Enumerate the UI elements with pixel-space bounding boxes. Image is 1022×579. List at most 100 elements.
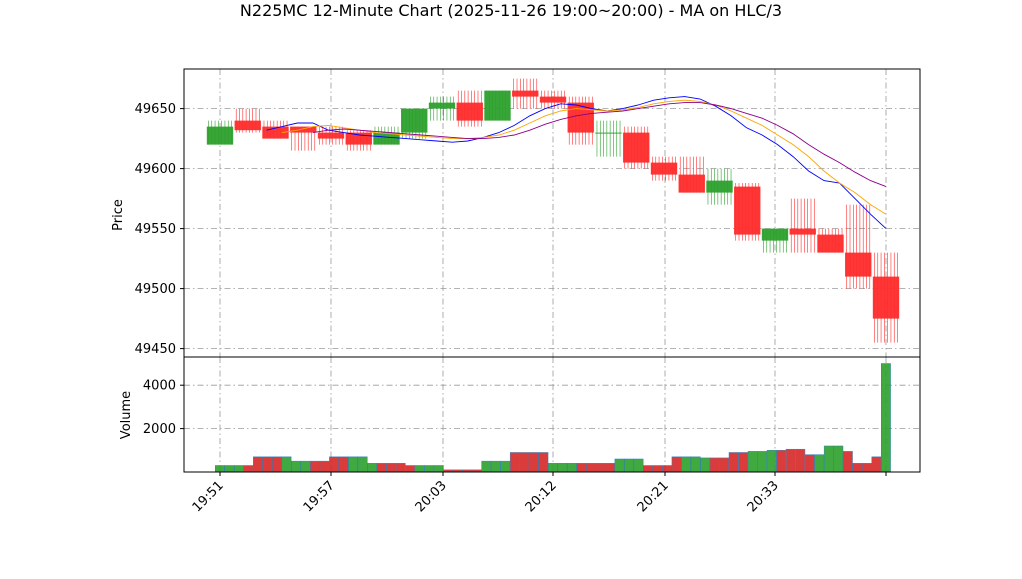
volume-bar bbox=[842, 451, 853, 473]
volume-bar bbox=[776, 450, 787, 473]
volume-bar bbox=[823, 445, 834, 473]
volume-bar bbox=[690, 456, 701, 473]
price-tick-label: 49550 bbox=[135, 222, 176, 237]
candle-body bbox=[317, 132, 345, 139]
x-tick-label: 20:03 bbox=[413, 478, 450, 515]
volume-bar bbox=[329, 456, 339, 473]
volume-bar bbox=[509, 452, 520, 473]
moving-average-line-3 bbox=[312, 102, 887, 188]
candle-body bbox=[872, 276, 900, 319]
volume-bar bbox=[861, 463, 872, 473]
volume-bar bbox=[709, 457, 720, 473]
volume-bar bbox=[424, 465, 435, 473]
moving-average-line-2 bbox=[281, 99, 887, 215]
volume-bar bbox=[728, 452, 739, 473]
volume-bar bbox=[652, 465, 663, 473]
volume-bar bbox=[880, 363, 891, 473]
volume-bar bbox=[567, 463, 577, 473]
volume-bar bbox=[557, 463, 568, 473]
x-axis-ticks: 19:51 19:57 20:03 20:12 20:21 20:33 bbox=[190, 472, 887, 515]
price-tick-label: 49450 bbox=[135, 342, 176, 357]
volume-bar bbox=[671, 456, 682, 473]
volume-tick-label: 4000 bbox=[143, 379, 176, 394]
volume-bar bbox=[833, 445, 844, 473]
volume-bar bbox=[291, 460, 301, 473]
candle-body bbox=[623, 132, 650, 163]
volume-bar bbox=[253, 456, 263, 473]
volume-bar bbox=[681, 456, 692, 473]
price-ma-lines bbox=[266, 96, 887, 229]
volume-bar bbox=[224, 465, 235, 473]
candle-body bbox=[373, 132, 400, 145]
volume-bar bbox=[633, 458, 644, 473]
volume-bar bbox=[795, 448, 806, 473]
volume-bar bbox=[414, 465, 425, 473]
volume-bar bbox=[785, 448, 796, 473]
volume-bar bbox=[538, 452, 549, 473]
volume-bar bbox=[586, 463, 596, 473]
volume-bar bbox=[576, 463, 587, 473]
volume-bar bbox=[519, 452, 530, 473]
price-tick-label: 49600 bbox=[135, 162, 176, 177]
candle-body bbox=[817, 234, 844, 253]
volume-bar bbox=[614, 458, 625, 473]
volume-tick-label: 2000 bbox=[143, 422, 176, 437]
candle-body bbox=[290, 126, 317, 133]
chart-title: N225MC 12-Minute Chart (2025-11-26 19:00… bbox=[240, 1, 782, 20]
x-tick-label: 19:57 bbox=[301, 478, 338, 515]
candle-body bbox=[678, 174, 705, 193]
candle-body bbox=[539, 96, 567, 103]
x-tick-label: 20:21 bbox=[635, 478, 672, 515]
volume-bar bbox=[272, 456, 282, 473]
candle-body bbox=[484, 90, 511, 121]
candle-body bbox=[845, 252, 872, 277]
volume-bar bbox=[662, 465, 672, 473]
volume-bar bbox=[643, 465, 653, 473]
volume-bar bbox=[595, 463, 606, 473]
volume-bar bbox=[804, 454, 815, 473]
candle-body bbox=[456, 102, 483, 121]
moving-average-line-1 bbox=[266, 96, 887, 229]
volume-y-ticks: 2000 4000 bbox=[143, 379, 184, 437]
volume-bar bbox=[262, 456, 273, 473]
volume-bar bbox=[367, 463, 378, 473]
volume-bar bbox=[766, 450, 777, 473]
price-grid bbox=[184, 69, 920, 357]
volume-bar bbox=[738, 452, 749, 473]
price-plot-frame bbox=[183, 68, 921, 358]
volume-bar bbox=[871, 456, 882, 473]
volume-bar bbox=[310, 460, 320, 473]
candle-body bbox=[595, 132, 622, 134]
candle-body bbox=[761, 228, 789, 241]
price-candles bbox=[206, 78, 900, 343]
volume-bar bbox=[852, 463, 863, 473]
volume-bar bbox=[338, 456, 349, 473]
volume-bar bbox=[376, 463, 387, 473]
volume-bar bbox=[528, 452, 539, 473]
candle-body bbox=[789, 228, 816, 235]
candle-body bbox=[650, 162, 678, 175]
volume-bar bbox=[481, 460, 492, 473]
volume-bar bbox=[386, 463, 397, 473]
price-y-ticks: 49450 49500 49550 49600 49650 bbox=[135, 102, 184, 357]
volume-bar bbox=[319, 460, 330, 473]
x-tick-label: 20:33 bbox=[745, 478, 782, 515]
volume-bar bbox=[605, 463, 615, 473]
candle-body bbox=[401, 108, 428, 133]
volume-bar bbox=[757, 451, 768, 473]
volume-bar bbox=[405, 465, 416, 473]
volume-bar bbox=[500, 460, 511, 473]
candle-body bbox=[206, 126, 234, 145]
volume-bar bbox=[433, 465, 444, 473]
candle-body bbox=[734, 186, 761, 235]
volume-bar bbox=[357, 456, 368, 473]
volume-bar bbox=[747, 451, 758, 473]
volume-bar bbox=[490, 460, 501, 473]
volume-bar bbox=[814, 454, 825, 473]
x-tick-label: 20:12 bbox=[523, 478, 560, 515]
volume-bar bbox=[395, 463, 406, 473]
volume-bar bbox=[719, 457, 730, 473]
volume-bar bbox=[348, 456, 359, 473]
volume-ylabel: Volume bbox=[119, 391, 134, 439]
